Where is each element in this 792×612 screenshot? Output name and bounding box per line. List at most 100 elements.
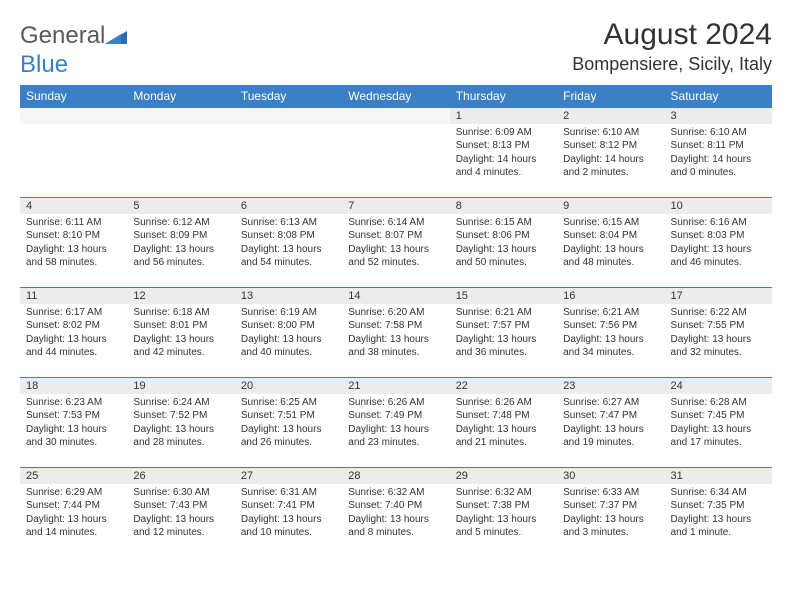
- day-detail: Sunrise: 6:10 AMSunset: 8:11 PMDaylight:…: [665, 124, 772, 184]
- day-header: Friday: [557, 85, 664, 108]
- day-detail: Sunrise: 6:26 AMSunset: 7:48 PMDaylight:…: [450, 394, 557, 454]
- daylight-line: Daylight: 13 hours and 48 minutes.: [563, 243, 658, 270]
- calendar-body: 1Sunrise: 6:09 AMSunset: 8:13 PMDaylight…: [20, 107, 772, 557]
- day-detail: Sunrise: 6:32 AMSunset: 7:40 PMDaylight:…: [342, 484, 449, 544]
- day-detail: Sunrise: 6:16 AMSunset: 8:03 PMDaylight:…: [665, 214, 772, 274]
- day-detail: Sunrise: 6:32 AMSunset: 7:38 PMDaylight:…: [450, 484, 557, 544]
- day-number: 9: [557, 198, 664, 214]
- day-detail: Sunrise: 6:17 AMSunset: 8:02 PMDaylight:…: [20, 304, 127, 364]
- brand-part2: Blue: [20, 51, 68, 78]
- day-number: 12: [127, 288, 234, 304]
- day-number: [127, 108, 234, 124]
- calendar-cell: 9Sunrise: 6:15 AMSunset: 8:04 PMDaylight…: [557, 197, 664, 287]
- sunrise-line: Sunrise: 6:13 AM: [241, 216, 336, 230]
- sunrise-line: Sunrise: 6:23 AM: [26, 396, 121, 410]
- day-detail: Sunrise: 6:19 AMSunset: 8:00 PMDaylight:…: [235, 304, 342, 364]
- sunrise-line: Sunrise: 6:25 AM: [241, 396, 336, 410]
- day-detail: Sunrise: 6:22 AMSunset: 7:55 PMDaylight:…: [665, 304, 772, 364]
- daylight-line: Daylight: 13 hours and 12 minutes.: [133, 513, 228, 540]
- sunset-line: Sunset: 7:37 PM: [563, 499, 658, 513]
- calendar-cell: 21Sunrise: 6:26 AMSunset: 7:49 PMDayligh…: [342, 377, 449, 467]
- day-detail: Sunrise: 6:24 AMSunset: 7:52 PMDaylight:…: [127, 394, 234, 454]
- sunrise-line: Sunrise: 6:10 AM: [671, 126, 766, 140]
- sunrise-line: Sunrise: 6:14 AM: [348, 216, 443, 230]
- day-number: 13: [235, 288, 342, 304]
- day-number: 10: [665, 198, 772, 214]
- day-header: Sunday: [20, 85, 127, 108]
- sunrise-line: Sunrise: 6:33 AM: [563, 486, 658, 500]
- daylight-line: Daylight: 13 hours and 3 minutes.: [563, 513, 658, 540]
- sunset-line: Sunset: 8:07 PM: [348, 229, 443, 243]
- sunset-line: Sunset: 8:13 PM: [456, 139, 551, 153]
- day-number: 14: [342, 288, 449, 304]
- sunrise-line: Sunrise: 6:15 AM: [456, 216, 551, 230]
- calendar-cell: 4Sunrise: 6:11 AMSunset: 8:10 PMDaylight…: [20, 197, 127, 287]
- sunset-line: Sunset: 8:01 PM: [133, 319, 228, 333]
- sunset-line: Sunset: 8:11 PM: [671, 139, 766, 153]
- day-detail: Sunrise: 6:20 AMSunset: 7:58 PMDaylight:…: [342, 304, 449, 364]
- sunrise-line: Sunrise: 6:29 AM: [26, 486, 121, 500]
- sunset-line: Sunset: 7:58 PM: [348, 319, 443, 333]
- calendar-cell: 24Sunrise: 6:28 AMSunset: 7:45 PMDayligh…: [665, 377, 772, 467]
- calendar-cell: 20Sunrise: 6:25 AMSunset: 7:51 PMDayligh…: [235, 377, 342, 467]
- day-number: [20, 108, 127, 124]
- daylight-line: Daylight: 13 hours and 50 minutes.: [456, 243, 551, 270]
- day-number: 28: [342, 468, 449, 484]
- day-number: 1: [450, 108, 557, 124]
- sunset-line: Sunset: 8:00 PM: [241, 319, 336, 333]
- day-number: [342, 108, 449, 124]
- daylight-line: Daylight: 13 hours and 32 minutes.: [671, 333, 766, 360]
- day-detail: Sunrise: 6:15 AMSunset: 8:04 PMDaylight:…: [557, 214, 664, 274]
- day-detail: Sunrise: 6:11 AMSunset: 8:10 PMDaylight:…: [20, 214, 127, 274]
- calendar-cell: 17Sunrise: 6:22 AMSunset: 7:55 PMDayligh…: [665, 287, 772, 377]
- daylight-line: Daylight: 13 hours and 56 minutes.: [133, 243, 228, 270]
- daylight-line: Daylight: 13 hours and 28 minutes.: [133, 423, 228, 450]
- daylight-line: Daylight: 13 hours and 10 minutes.: [241, 513, 336, 540]
- day-detail: Sunrise: 6:25 AMSunset: 7:51 PMDaylight:…: [235, 394, 342, 454]
- day-detail: Sunrise: 6:12 AMSunset: 8:09 PMDaylight:…: [127, 214, 234, 274]
- daylight-line: Daylight: 13 hours and 8 minutes.: [348, 513, 443, 540]
- day-detail: Sunrise: 6:28 AMSunset: 7:45 PMDaylight:…: [665, 394, 772, 454]
- calendar-cell: 22Sunrise: 6:26 AMSunset: 7:48 PMDayligh…: [450, 377, 557, 467]
- location-label: Bompensiere, Sicily, Italy: [572, 54, 772, 75]
- calendar-cell: 1Sunrise: 6:09 AMSunset: 8:13 PMDaylight…: [450, 107, 557, 197]
- calendar-cell: 28Sunrise: 6:32 AMSunset: 7:40 PMDayligh…: [342, 467, 449, 557]
- sunrise-line: Sunrise: 6:21 AM: [456, 306, 551, 320]
- calendar-cell: [20, 107, 127, 197]
- calendar-cell: 13Sunrise: 6:19 AMSunset: 8:00 PMDayligh…: [235, 287, 342, 377]
- day-detail: Sunrise: 6:30 AMSunset: 7:43 PMDaylight:…: [127, 484, 234, 544]
- calendar-week: 1Sunrise: 6:09 AMSunset: 8:13 PMDaylight…: [20, 107, 772, 197]
- sunset-line: Sunset: 8:12 PM: [563, 139, 658, 153]
- daylight-line: Daylight: 13 hours and 44 minutes.: [26, 333, 121, 360]
- sunset-line: Sunset: 8:03 PM: [671, 229, 766, 243]
- daylight-line: Daylight: 13 hours and 19 minutes.: [563, 423, 658, 450]
- day-number: 15: [450, 288, 557, 304]
- daylight-line: Daylight: 13 hours and 5 minutes.: [456, 513, 551, 540]
- daylight-line: Daylight: 13 hours and 23 minutes.: [348, 423, 443, 450]
- title-block: August 2024 Bompensiere, Sicily, Italy: [572, 18, 772, 75]
- day-number: 27: [235, 468, 342, 484]
- calendar-cell: 26Sunrise: 6:30 AMSunset: 7:43 PMDayligh…: [127, 467, 234, 557]
- day-number: 8: [450, 198, 557, 214]
- daylight-line: Daylight: 13 hours and 26 minutes.: [241, 423, 336, 450]
- calendar-week: 4Sunrise: 6:11 AMSunset: 8:10 PMDaylight…: [20, 197, 772, 287]
- day-header: Tuesday: [235, 85, 342, 108]
- brand-text: GeneralBlue: [20, 22, 127, 79]
- calendar-cell: 14Sunrise: 6:20 AMSunset: 7:58 PMDayligh…: [342, 287, 449, 377]
- sunset-line: Sunset: 8:06 PM: [456, 229, 551, 243]
- day-number: 23: [557, 378, 664, 394]
- calendar-week: 11Sunrise: 6:17 AMSunset: 8:02 PMDayligh…: [20, 287, 772, 377]
- calendar-cell: 30Sunrise: 6:33 AMSunset: 7:37 PMDayligh…: [557, 467, 664, 557]
- day-number: 6: [235, 198, 342, 214]
- sunset-line: Sunset: 8:08 PM: [241, 229, 336, 243]
- day-number: 2: [557, 108, 664, 124]
- sunset-line: Sunset: 7:52 PM: [133, 409, 228, 423]
- calendar-page: GeneralBlue August 2024 Bompensiere, Sic…: [0, 0, 792, 575]
- sunset-line: Sunset: 8:10 PM: [26, 229, 121, 243]
- sunset-line: Sunset: 7:56 PM: [563, 319, 658, 333]
- day-number: 20: [235, 378, 342, 394]
- day-detail: Sunrise: 6:09 AMSunset: 8:13 PMDaylight:…: [450, 124, 557, 184]
- day-detail: Sunrise: 6:18 AMSunset: 8:01 PMDaylight:…: [127, 304, 234, 364]
- sunset-line: Sunset: 7:51 PM: [241, 409, 336, 423]
- calendar-cell: 2Sunrise: 6:10 AMSunset: 8:12 PMDaylight…: [557, 107, 664, 197]
